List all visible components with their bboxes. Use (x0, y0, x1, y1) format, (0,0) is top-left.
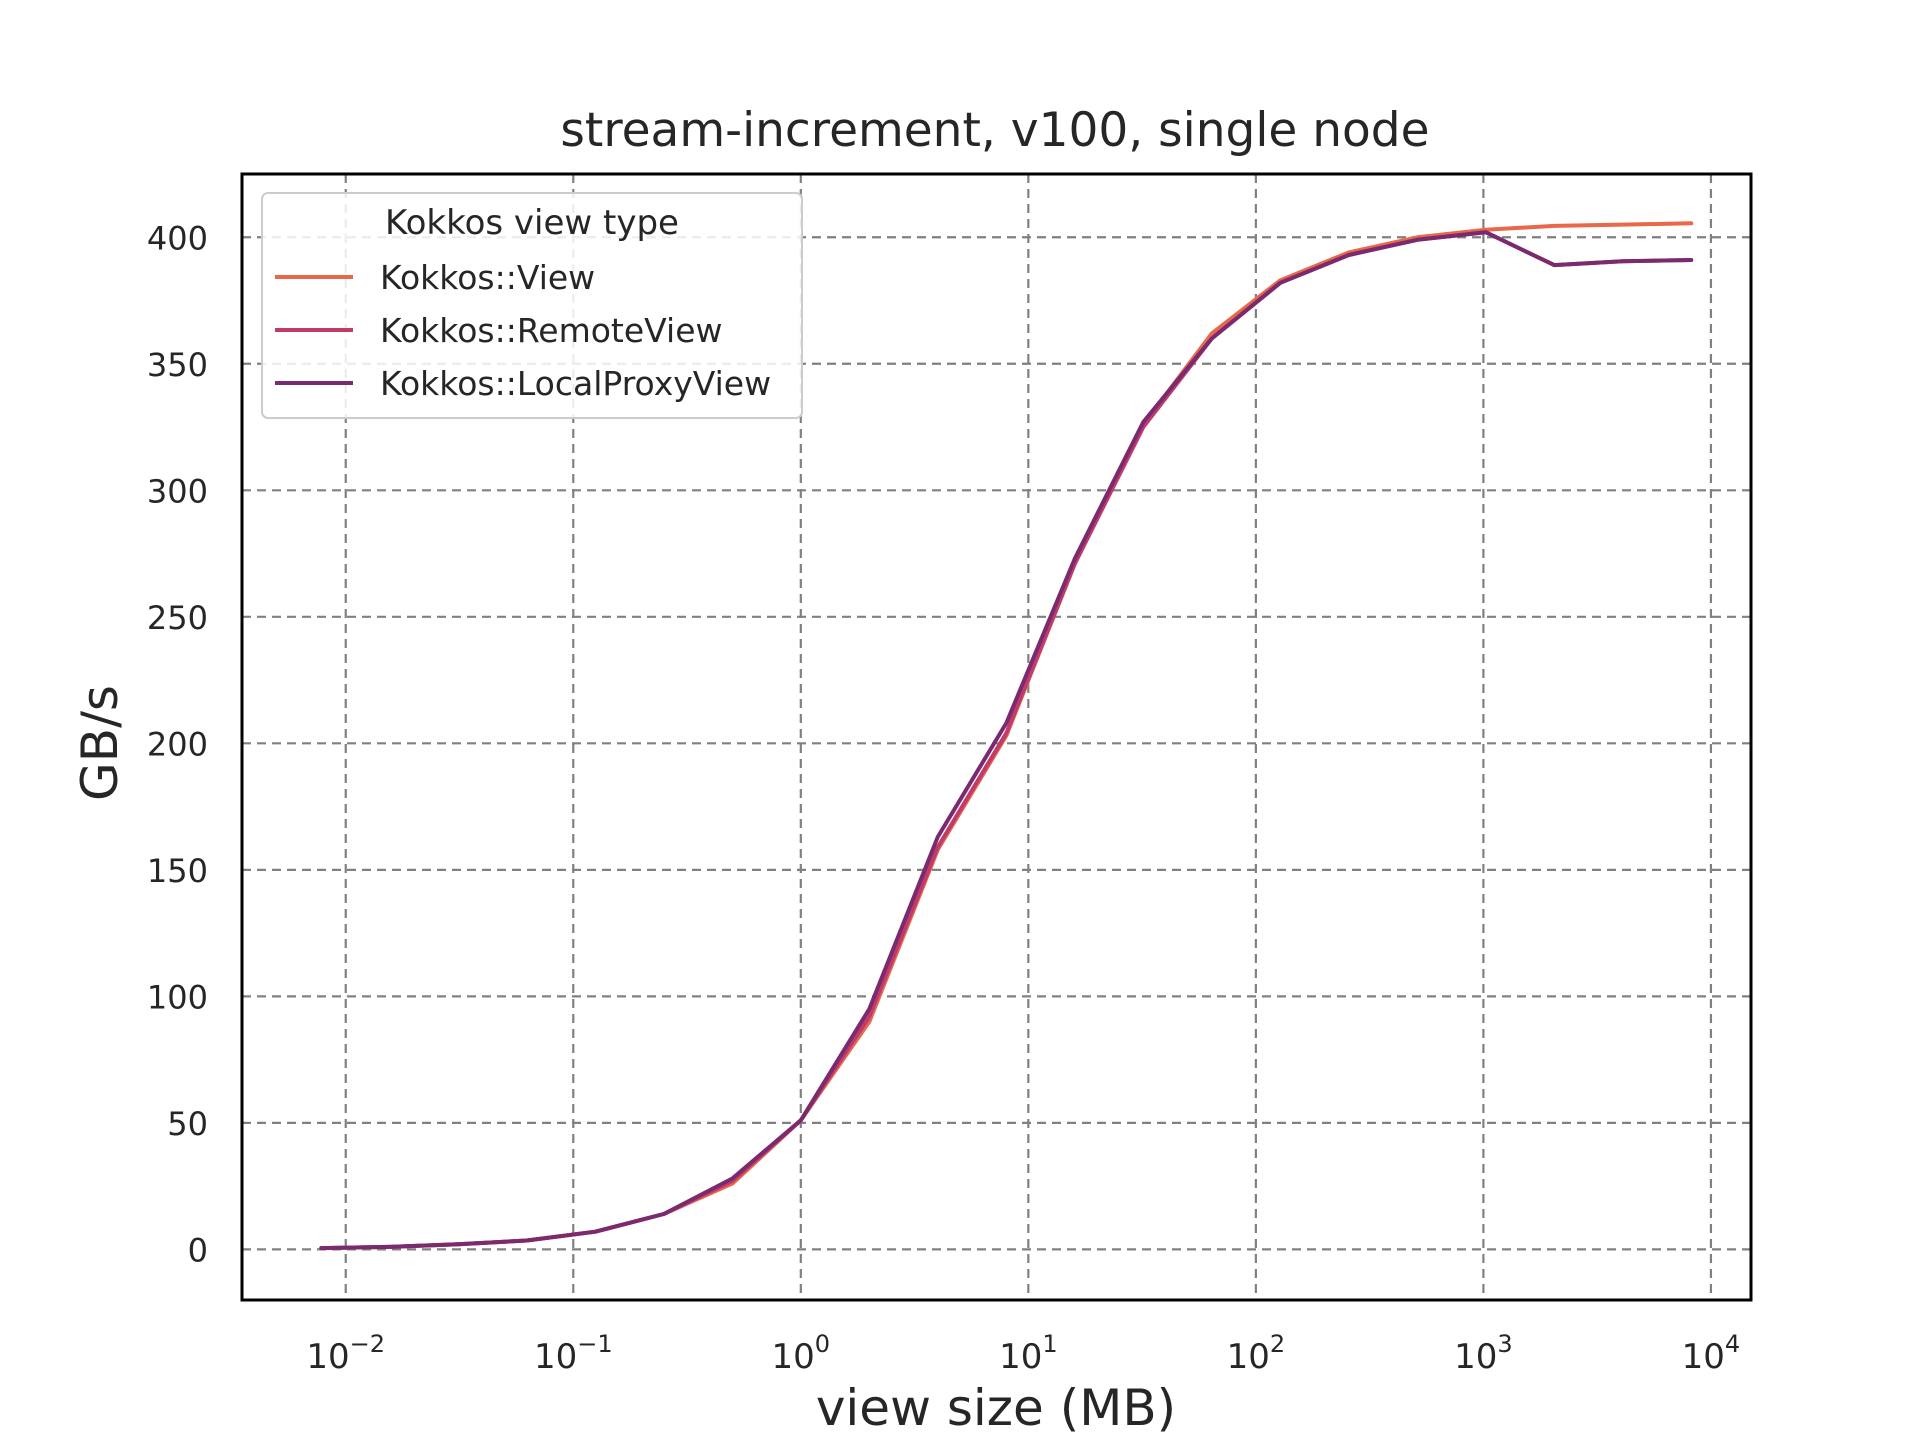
y-tick-label: 100 (147, 978, 208, 1016)
plot-frame (240, 172, 1753, 1302)
y-tick-label: 0 (188, 1231, 208, 1269)
legend-title: Kokkos view type (385, 203, 679, 243)
x-tick-label: 100 (772, 1330, 831, 1377)
legend-box (261, 192, 803, 419)
legend-label: Kokkos::LocalProxyView (380, 364, 771, 403)
y-axis-label: GB/s (71, 685, 129, 801)
legend: Kokkos view type Kokkos::ViewKokkos::Rem… (261, 192, 803, 419)
x-axis-ticks: 10−2 10−1 100 101 102 103 104 (306, 1330, 1740, 1377)
x-tick-label: 10−1 (534, 1330, 613, 1377)
chart-title: stream-increment, v100, single node (560, 103, 1429, 158)
x-tick-label: 104 (1682, 1330, 1741, 1377)
x-tick-label: 101 (999, 1330, 1058, 1377)
series-line-2 (319, 230, 1694, 1251)
y-axis-ticks: 0 50 100 150 200 250 300 350 400 (147, 219, 208, 1269)
y-tick-label: 400 (147, 219, 208, 257)
x-tick-label: 10−2 (306, 1330, 385, 1377)
legend-label: Kokkos::RemoteView (380, 311, 723, 350)
x-tick-label: 102 (1227, 1330, 1286, 1377)
y-tick-label: 250 (147, 599, 208, 637)
y-tick-label: 200 (147, 725, 208, 763)
y-tick-label: 50 (167, 1105, 208, 1143)
y-tick-label: 350 (147, 346, 208, 384)
x-axis-label: view size (MB) (816, 1379, 1176, 1437)
series-lines (319, 221, 1694, 1251)
y-tick-label: 300 (147, 472, 208, 510)
x-tick-label: 103 (1454, 1330, 1513, 1377)
y-tick-label: 150 (147, 852, 208, 890)
legend-label: Kokkos::View (380, 258, 595, 297)
